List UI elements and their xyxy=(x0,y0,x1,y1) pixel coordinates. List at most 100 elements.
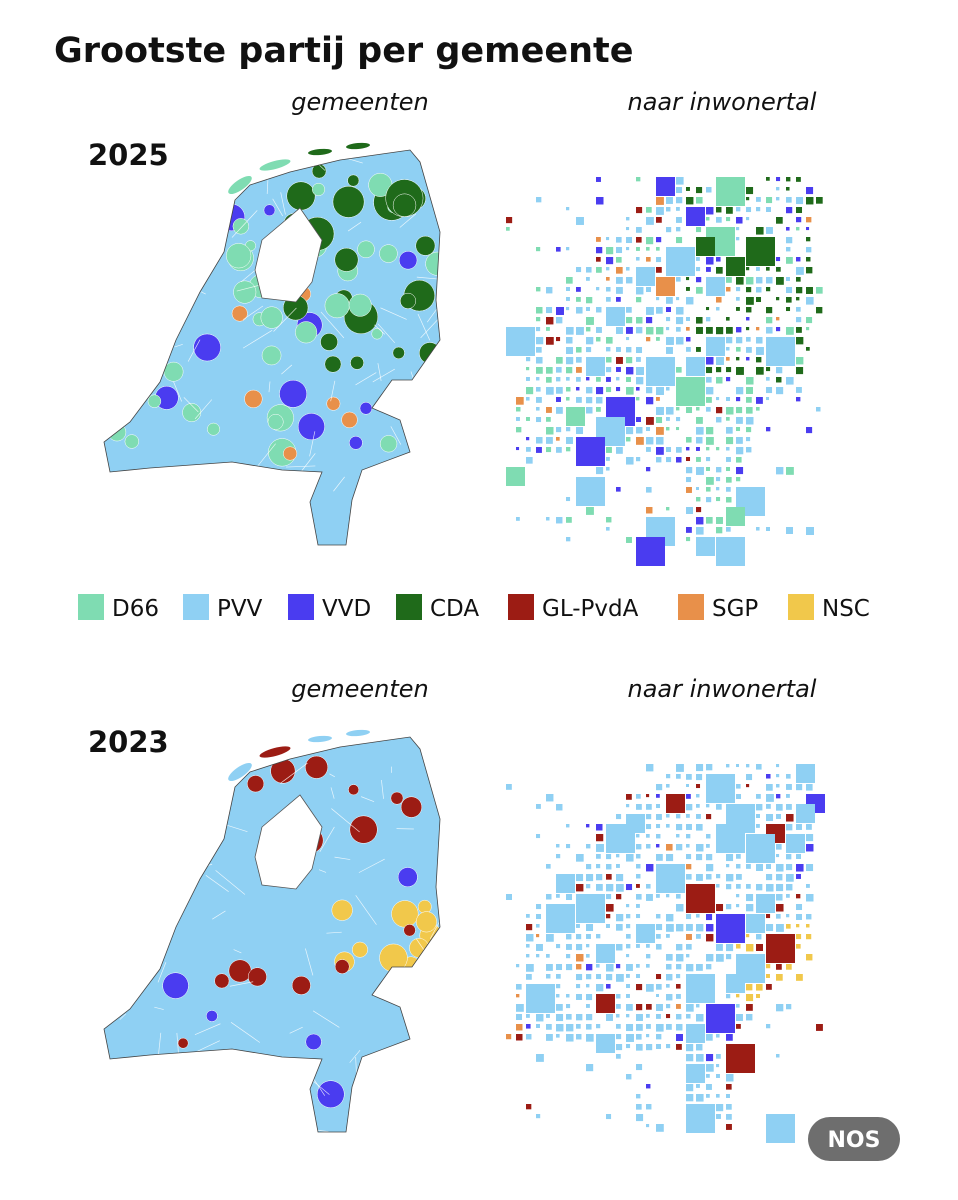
municipality-square xyxy=(796,367,804,375)
municipality-square xyxy=(806,227,810,231)
border xyxy=(157,962,167,983)
municipality-square xyxy=(526,387,534,395)
municipality-square xyxy=(636,844,642,850)
municipality-square xyxy=(686,1084,694,1092)
municipality-square xyxy=(736,387,744,395)
municipality-square xyxy=(696,497,701,502)
municipality-square xyxy=(686,287,690,291)
municipality-square xyxy=(726,347,730,351)
municipality-square xyxy=(656,1024,664,1032)
municipality-square xyxy=(666,784,670,788)
municipality-square xyxy=(716,207,722,213)
municipality-square xyxy=(626,327,633,334)
municipality-square xyxy=(636,834,640,838)
municipality-square xyxy=(726,1074,734,1082)
border xyxy=(194,784,207,803)
municipality-square xyxy=(586,407,593,414)
border xyxy=(181,800,206,810)
municipality-square xyxy=(776,894,783,901)
cartogram xyxy=(506,764,825,1143)
municipality-square xyxy=(796,804,815,823)
municipality-square xyxy=(566,287,570,291)
municipality-square xyxy=(676,924,684,932)
municipality-square xyxy=(766,774,771,779)
municipality-square xyxy=(746,267,750,271)
municipality-square xyxy=(756,764,762,770)
border xyxy=(312,1010,340,1028)
municipality-square xyxy=(636,207,643,214)
municipality-square xyxy=(686,924,693,931)
municipality-square xyxy=(576,307,583,314)
municipality-square xyxy=(726,1104,732,1110)
municipality-square xyxy=(596,854,601,859)
municipality-square xyxy=(776,864,784,872)
municipality-square xyxy=(576,357,582,363)
border xyxy=(118,526,137,543)
municipality xyxy=(348,293,372,317)
municipality-square xyxy=(716,954,724,962)
municipality-square xyxy=(626,427,634,435)
municipality-square xyxy=(786,257,793,264)
municipality-square xyxy=(696,287,703,294)
municipality-square xyxy=(596,247,603,254)
municipality-square xyxy=(626,974,630,978)
municipality-square xyxy=(746,417,754,425)
border xyxy=(289,1026,303,1034)
municipality-square xyxy=(666,407,674,415)
municipality-square xyxy=(566,954,571,959)
municipality-square xyxy=(776,267,781,272)
municipality-square xyxy=(616,237,622,243)
municipality-square xyxy=(736,864,741,869)
municipality-square xyxy=(656,217,662,223)
border xyxy=(119,1013,127,1020)
municipality-square xyxy=(706,1074,710,1078)
border xyxy=(374,324,386,335)
municipality-square xyxy=(596,467,604,475)
municipality-square xyxy=(606,924,610,928)
municipality-square xyxy=(706,457,711,462)
municipality-square xyxy=(726,874,734,882)
municipality-square xyxy=(736,237,740,241)
municipality-square xyxy=(686,914,692,920)
municipality-square xyxy=(706,487,711,492)
municipality-square xyxy=(616,1034,622,1040)
municipality-square xyxy=(546,964,553,971)
municipality-square xyxy=(786,227,790,231)
border xyxy=(382,1125,411,1128)
municipality-square xyxy=(536,367,543,374)
municipality xyxy=(349,815,378,844)
municipality-square xyxy=(696,507,702,513)
municipality xyxy=(267,413,284,430)
border xyxy=(187,339,201,362)
municipality-square xyxy=(646,1014,650,1018)
municipality-square xyxy=(816,307,823,314)
municipality-square xyxy=(586,864,592,870)
municipality-square xyxy=(696,804,700,808)
municipality-square xyxy=(706,277,725,296)
municipality-square xyxy=(736,854,741,859)
municipality-square xyxy=(656,1004,663,1011)
municipality-square xyxy=(676,367,682,373)
municipality-square xyxy=(726,1084,732,1090)
border xyxy=(331,808,360,833)
municipality-square xyxy=(706,1084,712,1090)
municipality-square xyxy=(616,1024,621,1029)
municipality-square xyxy=(756,984,763,991)
municipality-square xyxy=(766,197,773,204)
municipality-square xyxy=(576,1034,582,1040)
municipality-square xyxy=(766,814,774,822)
border xyxy=(305,948,314,976)
border xyxy=(285,465,316,468)
municipality-square xyxy=(596,1024,601,1029)
municipality-square xyxy=(706,317,711,322)
municipality-square xyxy=(556,357,563,364)
municipality-square xyxy=(666,914,674,922)
municipality-square xyxy=(636,177,641,182)
municipality-square xyxy=(606,527,610,531)
municipality-square xyxy=(656,277,675,296)
municipality-square xyxy=(706,774,735,803)
municipality-square xyxy=(556,1024,564,1032)
municipality-square xyxy=(696,874,703,881)
municipality-square xyxy=(616,1004,621,1009)
municipality-square xyxy=(706,854,713,861)
